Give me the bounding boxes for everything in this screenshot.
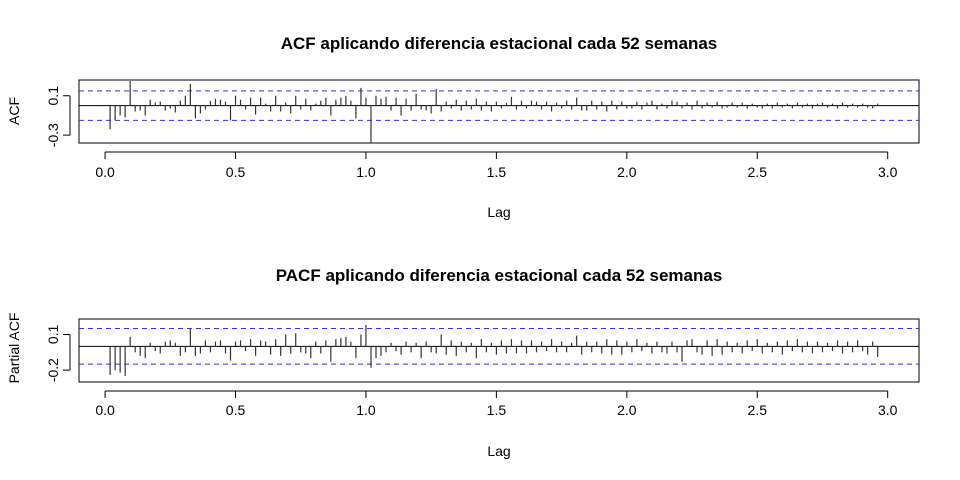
pacf-x-tick-label: 2.5	[748, 402, 768, 418]
acf-x-tick-label: 0.0	[95, 164, 115, 180]
pacf-title: PACF aplicando diferencia estacional cad…	[276, 266, 723, 285]
acf-title: ACF aplicando diferencia estacional cada…	[281, 34, 718, 53]
pacf-plot-area: 0.0 0.5 1.0 1.5 2.0 2.5 3.0 -0.2 0.1	[45, 318, 920, 418]
acf-x-tick-label: 3.0	[878, 164, 898, 180]
acf-plot-frame	[78, 79, 920, 144]
acf-plot-area: 0.0 0.5 1.0 1.5 2.0 2.5 3.0 -0.3 0.1	[45, 79, 920, 180]
pacf-y-axis-label: Partial ACF	[6, 313, 22, 384]
acf-panel: ACF aplicando diferencia estacional cada…	[6, 34, 920, 220]
pacf-panel: PACF aplicando diferencia estacional cad…	[6, 266, 920, 459]
acf-y-axis-label: ACF	[6, 97, 22, 125]
pacf-y-tick-label: -0.2	[45, 358, 61, 382]
pacf-x-tick-label: 1.0	[356, 402, 376, 418]
pacf-x-tick-label: 0.5	[226, 402, 246, 418]
acf-x-tick-label: 1.5	[487, 164, 507, 180]
acf-x-tick-label: 2.0	[617, 164, 637, 180]
pacf-x-axis-label: Lag	[487, 443, 510, 459]
pacf-y-tick-label: 0.1	[45, 325, 61, 345]
acf-x-tick-label: 0.5	[226, 164, 246, 180]
pacf-x-tick-label: 3.0	[878, 402, 898, 418]
acf-x-tick-label: 1.0	[356, 164, 376, 180]
acf-x-axis-label: Lag	[487, 204, 510, 220]
pacf-plot-frame	[78, 318, 920, 383]
acf-y-tick-label: 0.1	[45, 86, 61, 106]
acf-x-tick-label: 2.5	[748, 164, 768, 180]
acf-y-tick-label: -0.3	[45, 123, 61, 147]
pacf-x-tick-label: 2.0	[617, 402, 637, 418]
pacf-x-tick-label: 1.5	[487, 402, 507, 418]
pacf-x-tick-label: 0.0	[95, 402, 115, 418]
